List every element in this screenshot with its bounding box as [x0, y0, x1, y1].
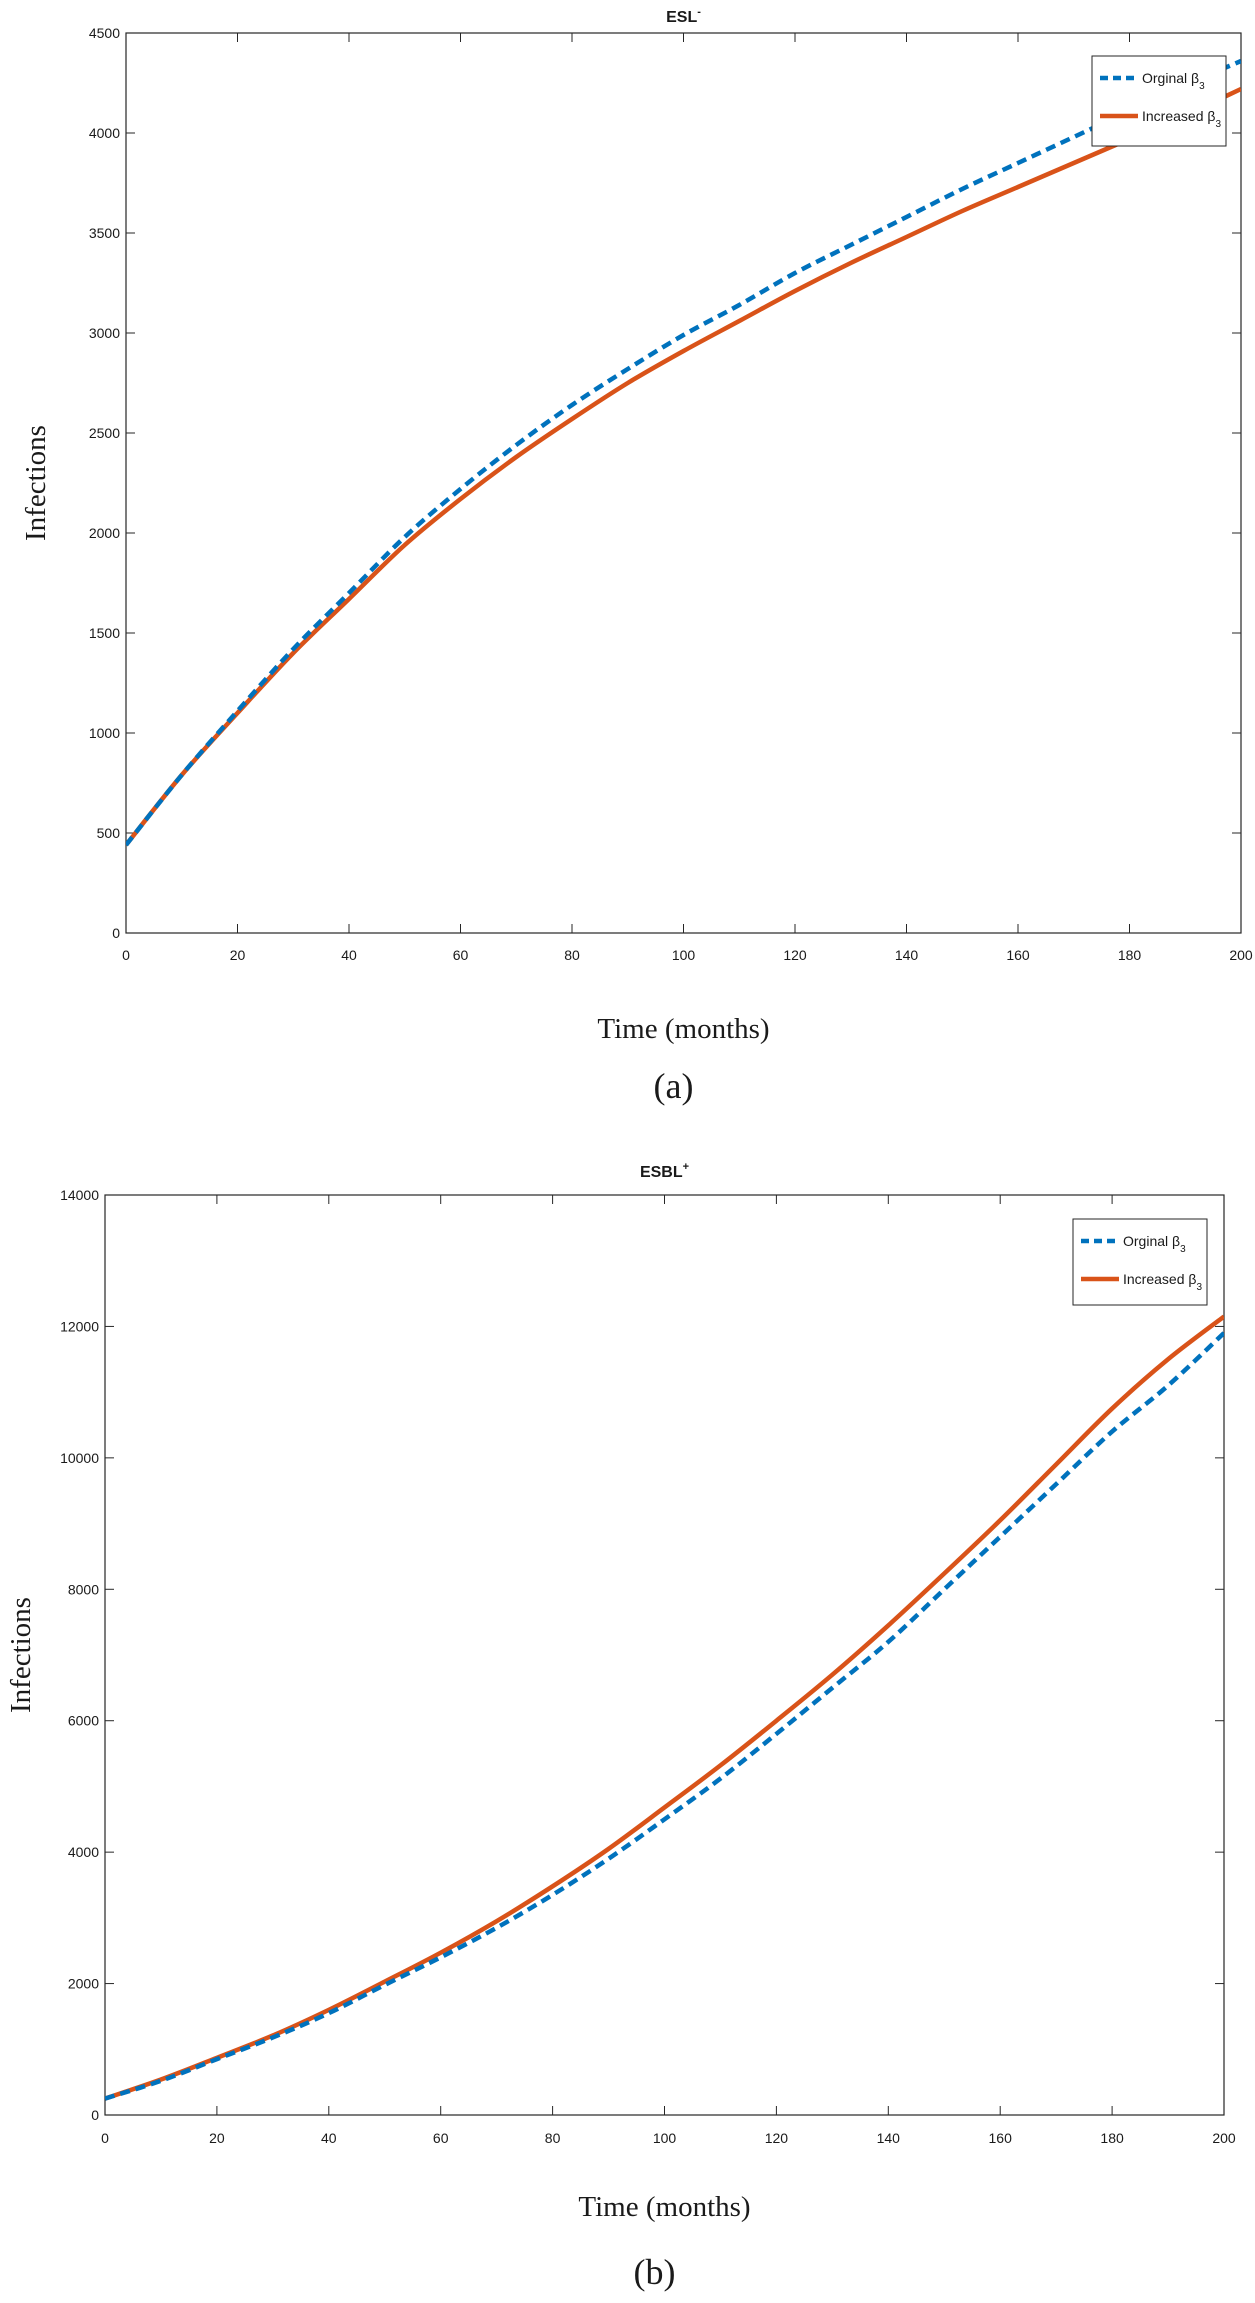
axes-box [125, 32, 1242, 934]
y-tick-label: 14000 [60, 1187, 99, 1203]
x-tick-label: 0 [101, 2130, 109, 2146]
x-tick-label: 40 [341, 947, 357, 963]
y-tick-label: 8000 [68, 1581, 99, 1597]
y-tick-label: 4000 [89, 125, 120, 141]
x-tick-label: 100 [672, 947, 696, 963]
chart-title-main: ESL [666, 9, 697, 26]
legend-entry-name: Orginal β [1142, 70, 1199, 86]
legend-entry-subscript: 3 [1180, 1244, 1186, 1255]
y-tick-label: 4500 [89, 25, 120, 41]
series-line-increased [126, 86, 1241, 847]
x-axis-label: Time (months) [597, 1013, 769, 1045]
y-tick-label: 1000 [89, 725, 120, 741]
y-tick-label: 3000 [89, 325, 120, 341]
y-tick-label: 3500 [89, 225, 120, 241]
x-tick-label: 60 [433, 2130, 449, 2146]
y-tick-label: 1500 [89, 625, 120, 641]
y-tick-label: 12000 [60, 1318, 99, 1334]
x-tick-label: 60 [453, 947, 469, 963]
legend-entry-subscript: 3 [1199, 81, 1205, 92]
y-axis-label: Infections [5, 1597, 37, 1713]
chart-panel-b: 0 20 40 60 80 100 120 140 160 180 2000200040006000… [5, 1161, 1236, 2292]
legend-entry: Orginal β3 [1123, 1233, 1186, 1255]
legend-entry: Increased β3 [1142, 108, 1221, 130]
x-tick-label: 120 [783, 947, 807, 963]
y-tick-label: 2500 [89, 425, 120, 441]
y-tick-label: 0 [112, 925, 120, 941]
x-tick-label: 180 [1100, 2130, 1124, 2146]
chart-title-main: ESBL [640, 1164, 683, 1181]
y-tick-label: 0 [91, 2107, 99, 2123]
x-tick-label: 80 [564, 947, 580, 963]
y-tick-label: 6000 [68, 1713, 99, 1729]
x-tick-label: 120 [765, 2130, 789, 2146]
x-tick-label: 20 [230, 947, 246, 963]
y-tick-label: 10000 [60, 1450, 99, 1466]
legend-box [1091, 55, 1227, 147]
chart-title: ESL- [666, 6, 701, 26]
axes-box [104, 1194, 1225, 2116]
legend-entry-name: Increased β [1142, 108, 1215, 124]
x-tick-label: 140 [877, 2130, 901, 2146]
x-axis-label: Time (months) [578, 2191, 750, 2223]
x-tick-label: 0 [122, 947, 130, 963]
x-tick-label: 140 [895, 947, 919, 963]
legend-box [1072, 1218, 1208, 1306]
legend-entry-subscript: 3 [1215, 119, 1221, 130]
x-tick-label: 160 [989, 2130, 1013, 2146]
legend-entry-name: Orginal β [1123, 1233, 1180, 1249]
x-tick-label: 200 [1212, 2130, 1236, 2146]
legend-entry: Increased β3 [1123, 1271, 1202, 1293]
chart-title-superscript: - [697, 6, 701, 18]
y-axis-label: Infections [20, 425, 52, 541]
y-tick-label: 4000 [68, 1844, 99, 1860]
legend-entry-subscript: 3 [1196, 1282, 1202, 1293]
x-tick-label: 20 [209, 2130, 225, 2146]
x-tick-label: 180 [1118, 947, 1142, 963]
series-line-original [105, 1331, 1224, 2101]
series-line-original [126, 58, 1241, 847]
x-tick-label: 80 [545, 2130, 561, 2146]
chart-title: ESBL+ [640, 1161, 689, 1181]
chart-title-superscript: + [683, 1161, 689, 1173]
y-tick-label: 2000 [68, 1976, 99, 1992]
series-line-increased [105, 1314, 1224, 2101]
y-tick-label: 500 [97, 825, 121, 841]
y-tick-label: 2000 [89, 525, 120, 541]
x-tick-label: 100 [653, 2130, 677, 2146]
panel-label: (a) [654, 1066, 694, 1106]
x-tick-label: 40 [321, 2130, 337, 2146]
chart-panel-a: 0 20 40 60 80 100 120 140 160 180 2000500100015002… [20, 6, 1253, 1106]
x-tick-label: 160 [1006, 947, 1030, 963]
x-tick-label: 200 [1229, 947, 1253, 963]
legend-entry: Orginal β3 [1142, 70, 1205, 92]
legend-entry-name: Increased β [1123, 1271, 1196, 1287]
panel-label: (b) [634, 2252, 676, 2292]
